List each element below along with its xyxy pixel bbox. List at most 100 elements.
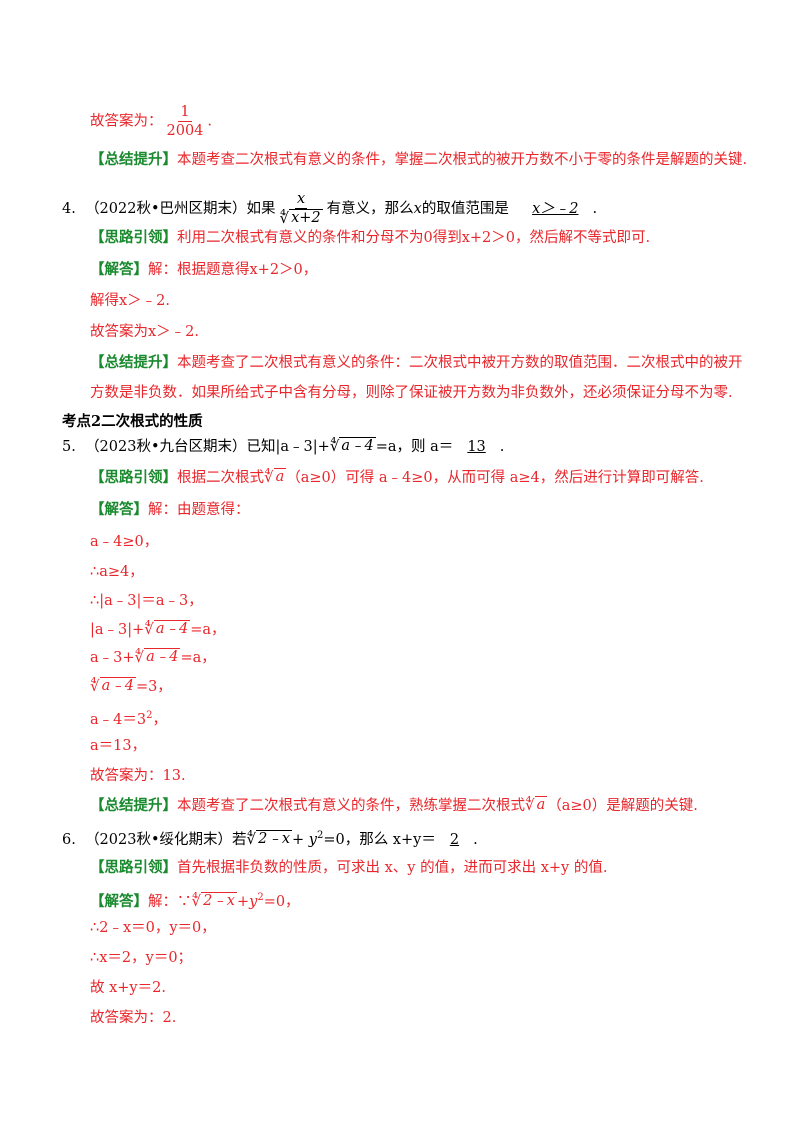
q4-fraction: x ∜ x+2	[278, 190, 325, 228]
answer-fraction: 1 2004	[165, 103, 206, 140]
fraction-numerator: 1	[178, 104, 192, 122]
hint-text: 首先根据非负数的性质，可求出 x、y 的值，进而可求出 x+y 的值.	[177, 860, 608, 876]
solution-line: 故答案为：13.	[90, 768, 186, 784]
question-source: （2022秋•巴州区期末）如果	[85, 201, 276, 217]
solution-line: 解：∵	[148, 893, 192, 910]
summary-tag: 【总结提升】	[90, 797, 177, 814]
hint-text: 根据二次根式	[177, 470, 264, 486]
q5-solution: 【解答】解：由题意得：	[90, 500, 250, 520]
q5-summary: 【总结提升】本题考查了二次根式有意义的条件，熟练掌握二次根式 ∜ a （a≥0）是解题…	[90, 796, 698, 816]
q5-end: .	[499, 439, 505, 455]
prev-summary: 【总结提升】本题考查二次根式有意义的条件，掌握二次根式的被开方数不小于零的条件是…	[90, 150, 747, 170]
q5-radical-body: a﹣4	[339, 437, 376, 454]
q4-radical: ∜ x+2	[279, 209, 323, 227]
solution-tag: 【解答】	[90, 261, 148, 278]
hint-tag: 【思路引领】	[90, 859, 177, 876]
expr-part: +y	[236, 893, 258, 910]
question-4: 4. （2022秋•巴州区期末）如果 x ∜ x+2 有意义，那么x的取值范围是 x＞﹣…	[62, 190, 597, 228]
summary-tag: 【总结提升】	[90, 354, 177, 371]
solution-line: a﹣4≥0，	[90, 534, 159, 550]
radical: ∜ a﹣4	[144, 620, 191, 638]
summary-text: 本题考查了二次根式有意义的条件，熟练掌握二次根式	[177, 798, 525, 814]
exponent: 2	[257, 892, 264, 903]
exponent: 2	[146, 710, 153, 721]
q4-hint: 【思路引领】利用二次根式有意义的条件和分母不为0得到x+2＞0，然后解不等式即可…	[90, 228, 650, 248]
hint-tag: 【思路引领】	[90, 229, 177, 246]
q4-summary: 【总结提升】本题考查了二次根式有意义的条件：二次根式中被开方数的取值范围．二次根…	[90, 353, 743, 373]
q5-hint: 【思路引领】根据二次根式 ∜ a （a≥0）可得 a﹣4≥0，从而可得 a≥4，然后进…	[90, 468, 704, 488]
q6-solution: 【解答】解：∵ ∜ 2﹣x +y2=0，	[90, 888, 300, 912]
q6-mid: + y	[292, 831, 317, 848]
q4-answer-blank: x＞﹣2	[532, 201, 579, 217]
hint-text: 利用二次根式有意义的条件和分母不为0得到x+2＞0，然后解不等式即可.	[177, 230, 651, 246]
solution-line: 解：由题意得：	[148, 502, 250, 518]
exponent: 2	[316, 830, 324, 841]
solution-line: ∴a≥4，	[90, 564, 144, 580]
question-5: 5. （2023秋•九台区期末）已知|a﹣3|+ ∜ a﹣4 =a，则 a＝ 13.	[62, 437, 504, 457]
question-number: 4.	[62, 201, 76, 217]
radical: ∜ a﹣4	[90, 677, 136, 695]
question-number: 5.	[62, 439, 76, 455]
solution-line: a﹣4＝32，	[90, 706, 167, 730]
q4-end: .	[592, 201, 598, 217]
expr-part: a﹣3+	[90, 650, 135, 666]
answer-prefix: 故答案为：	[90, 113, 163, 130]
expr-part: =a，	[190, 622, 226, 638]
summary-text-cont: （a≥0）是解题的关键.	[547, 798, 698, 814]
solution-line: 解得x＞﹣2.	[90, 293, 171, 309]
expr-part: a﹣4＝3	[90, 711, 147, 728]
question-number: 6.	[62, 831, 76, 848]
radical-body: a	[534, 796, 548, 813]
solution-line: ∴x＝2，y＝0；	[90, 950, 193, 966]
summary-tag: 【总结提升】	[90, 151, 177, 168]
radical: ∜ 2﹣x	[191, 891, 237, 910]
q6-radical-body: 2﹣x	[256, 829, 292, 847]
solution-line: 解：根据题意得x+2＞0，	[148, 262, 318, 278]
solution-line: 故 x+y＝2.	[90, 980, 166, 996]
section-title: 考点2二次根式的性质	[62, 413, 203, 430]
solution-line: ∜ a﹣4 =3，	[90, 677, 172, 697]
solution-tag: 【解答】	[90, 892, 148, 910]
q5-hint-radical-body: a	[273, 468, 287, 485]
question-source: （2023秋•九台区期末）已知|a﹣3|+	[85, 439, 330, 455]
radical: ∜ a﹣4	[134, 648, 181, 666]
solution-line: a＝13，	[90, 738, 147, 754]
solution-line: |a﹣3|+ ∜ a﹣4 =a，	[90, 620, 226, 640]
solution-line: ∴2﹣x＝0，y＝0，	[90, 920, 216, 936]
summary-text: 本题考查二次根式有意义的条件，掌握二次根式的被开方数不小于零的条件是解题的关键.	[177, 152, 748, 168]
hint-text-cont: （a≥0）可得 a﹣4≥0，从而可得 a≥4，然后进行计算即可解答.	[286, 470, 704, 486]
q4-solution: 【解答】解：根据题意得x+2＞0，	[90, 260, 317, 280]
q4-frac-num: x	[295, 191, 308, 209]
summary-text-cont: 方数是非负数．如果所给式子中含有分母，则除了保证被开方数为非负数外，还必须保证分…	[90, 385, 733, 401]
q4-var: x	[413, 201, 422, 217]
expr-part: =a，	[180, 650, 216, 666]
q5-radical: ∜ a﹣4	[329, 437, 376, 455]
question-source: （2023秋•绥化期末）若	[85, 831, 247, 848]
solution-line: 故答案为x＞﹣2.	[90, 324, 200, 340]
prev-answer-line: 故答案为： 1 2004.	[90, 103, 212, 140]
q6-radical: ∜ 2﹣x	[246, 829, 292, 848]
radical-body: a﹣4	[99, 677, 136, 694]
q6-end: .	[473, 831, 478, 848]
expr-part: ，	[152, 711, 167, 728]
answer-suffix: .	[207, 113, 213, 130]
question-6: 6. （2023秋•绥化期末）若 ∜ 2﹣x + y2=0，那么 x+y＝ 2.	[62, 826, 478, 850]
q4-radical-body: x+2	[289, 209, 323, 226]
solution-line: 故答案为：2.	[90, 1010, 177, 1026]
expr-part: |a﹣3|+	[90, 622, 145, 638]
solution-line: a﹣3+ ∜ a﹣4 =a，	[90, 648, 216, 668]
radical-body: a﹣4	[144, 648, 181, 665]
hint-tag: 【思路引领】	[90, 469, 177, 486]
q4-text-mid: 有意义，那么	[326, 201, 414, 217]
q5-answer-blank: 13	[467, 439, 486, 455]
q5-eq: =a，则 a＝	[375, 439, 454, 455]
summary-radical: ∜ a	[525, 796, 548, 814]
summary-text: 本题考查了二次根式有意义的条件：二次根式中被开方数的取值范围．二次根式中的被开	[177, 355, 743, 371]
q6-answer-blank: 2	[449, 831, 460, 848]
q6-eq: =0，那么 x+y＝	[323, 831, 436, 848]
q6-hint: 【思路引领】首先根据非负数的性质，可求出 x、y 的值，进而可求出 x+y 的值…	[90, 858, 607, 878]
radical-body: a﹣4	[153, 620, 191, 637]
solution-tag: 【解答】	[90, 501, 148, 518]
expr-part: =0，	[263, 893, 300, 910]
